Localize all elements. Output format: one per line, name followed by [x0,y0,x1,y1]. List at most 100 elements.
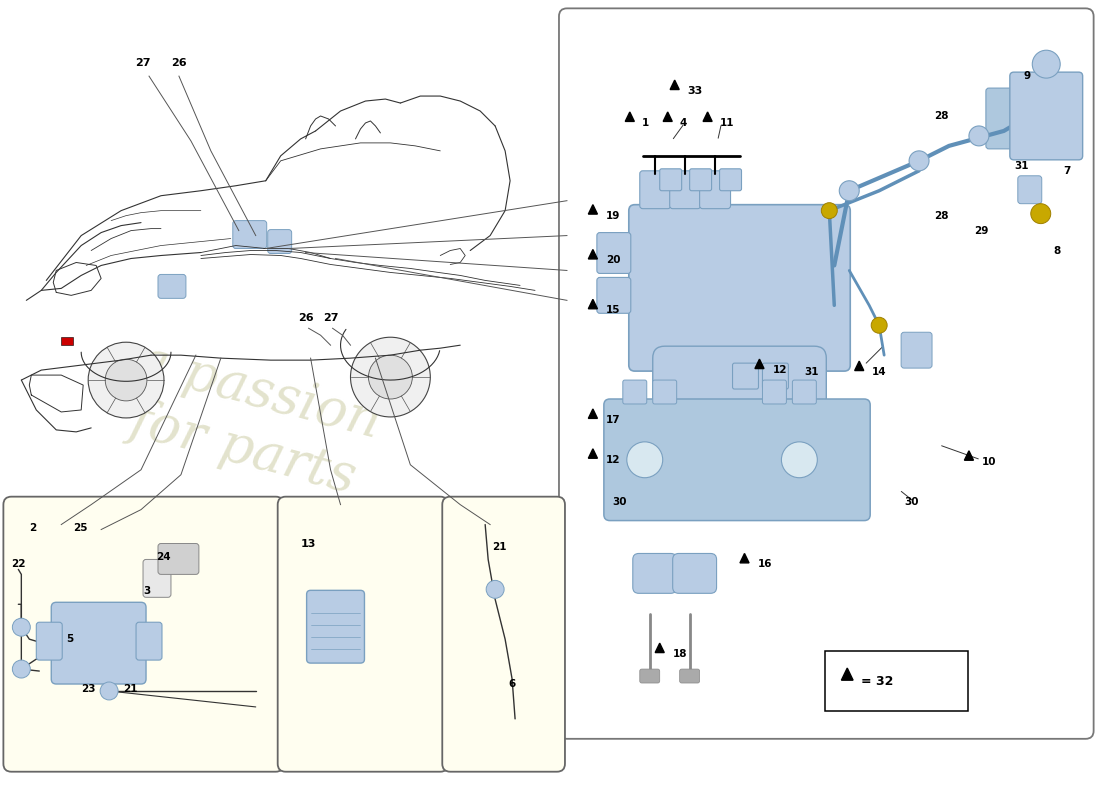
Text: 14: 14 [872,367,887,377]
Polygon shape [703,112,712,122]
FancyBboxPatch shape [597,233,630,274]
Polygon shape [625,112,635,122]
FancyBboxPatch shape [901,332,932,368]
Text: 17: 17 [606,415,620,425]
Polygon shape [755,359,764,369]
Circle shape [1031,204,1050,224]
FancyBboxPatch shape [442,497,565,772]
Text: 8: 8 [1054,246,1062,255]
FancyBboxPatch shape [652,346,826,422]
FancyBboxPatch shape [1010,72,1082,160]
Text: 25: 25 [74,522,88,533]
FancyBboxPatch shape [623,380,647,404]
Circle shape [627,442,662,478]
FancyBboxPatch shape [762,380,786,404]
FancyBboxPatch shape [307,590,364,663]
Text: 6: 6 [508,679,516,689]
Text: 26: 26 [172,58,187,68]
FancyBboxPatch shape [3,497,284,772]
Circle shape [839,181,859,201]
Circle shape [12,618,31,636]
Text: 12: 12 [606,454,620,465]
Polygon shape [663,112,672,122]
FancyBboxPatch shape [680,669,700,683]
Text: = 32: = 32 [861,674,893,687]
FancyBboxPatch shape [792,380,816,404]
Text: 26: 26 [298,314,314,323]
Text: 30: 30 [612,497,626,506]
FancyBboxPatch shape [652,380,676,404]
FancyBboxPatch shape [136,622,162,660]
Polygon shape [588,205,597,214]
Circle shape [368,355,412,399]
Text: 19: 19 [606,210,620,221]
Text: a passion
for parts: a passion for parts [757,362,942,478]
FancyBboxPatch shape [700,170,730,209]
FancyBboxPatch shape [670,170,701,209]
FancyBboxPatch shape [719,169,741,190]
Text: 13: 13 [300,539,316,550]
FancyBboxPatch shape [733,363,759,389]
Text: 12: 12 [772,365,786,375]
FancyBboxPatch shape [660,169,682,190]
Circle shape [486,580,504,598]
FancyBboxPatch shape [690,169,712,190]
FancyBboxPatch shape [629,205,850,371]
Polygon shape [588,409,597,418]
Text: 29: 29 [974,226,988,235]
FancyBboxPatch shape [597,278,630,314]
Text: 18: 18 [673,649,688,659]
Text: 3: 3 [143,586,151,596]
Polygon shape [842,668,854,680]
Polygon shape [740,554,749,563]
Polygon shape [588,449,597,458]
Text: 21: 21 [492,542,507,553]
Text: 20: 20 [606,255,620,266]
FancyBboxPatch shape [825,651,968,711]
Polygon shape [656,643,664,653]
Circle shape [106,359,147,401]
Polygon shape [588,250,597,259]
FancyBboxPatch shape [158,274,186,298]
Circle shape [88,342,164,418]
FancyBboxPatch shape [632,554,676,594]
FancyBboxPatch shape [267,230,292,254]
Circle shape [822,202,837,218]
Text: a passion
for parts: a passion for parts [116,334,386,506]
Text: 30: 30 [904,497,918,506]
FancyBboxPatch shape [762,363,789,389]
Text: 31: 31 [1014,161,1028,171]
Text: 21: 21 [123,684,138,694]
Text: 10: 10 [982,457,997,466]
Text: 2: 2 [30,522,36,533]
Bar [62,338,74,345]
Polygon shape [855,361,864,370]
Polygon shape [588,299,597,309]
Text: 31: 31 [804,367,818,377]
Polygon shape [965,451,974,460]
Text: 15: 15 [606,306,620,315]
Circle shape [969,126,989,146]
Circle shape [871,318,887,334]
FancyBboxPatch shape [559,8,1093,739]
Text: 27: 27 [135,58,151,68]
FancyBboxPatch shape [1018,176,1042,204]
Polygon shape [670,80,679,90]
Text: 27: 27 [322,314,339,323]
Text: 9: 9 [1024,71,1031,81]
FancyBboxPatch shape [36,622,63,660]
Text: a passion for parts: a passion for parts [204,528,438,611]
Text: 16: 16 [758,559,772,570]
FancyBboxPatch shape [640,669,660,683]
Circle shape [100,682,118,700]
Text: 11: 11 [719,118,734,128]
FancyBboxPatch shape [143,559,170,598]
Text: 24: 24 [156,553,170,562]
Text: 28: 28 [934,210,948,221]
Text: 4: 4 [680,118,688,128]
FancyBboxPatch shape [673,554,716,594]
Text: 5: 5 [66,634,74,644]
Circle shape [909,151,929,170]
FancyBboxPatch shape [52,602,146,684]
FancyBboxPatch shape [233,221,266,249]
